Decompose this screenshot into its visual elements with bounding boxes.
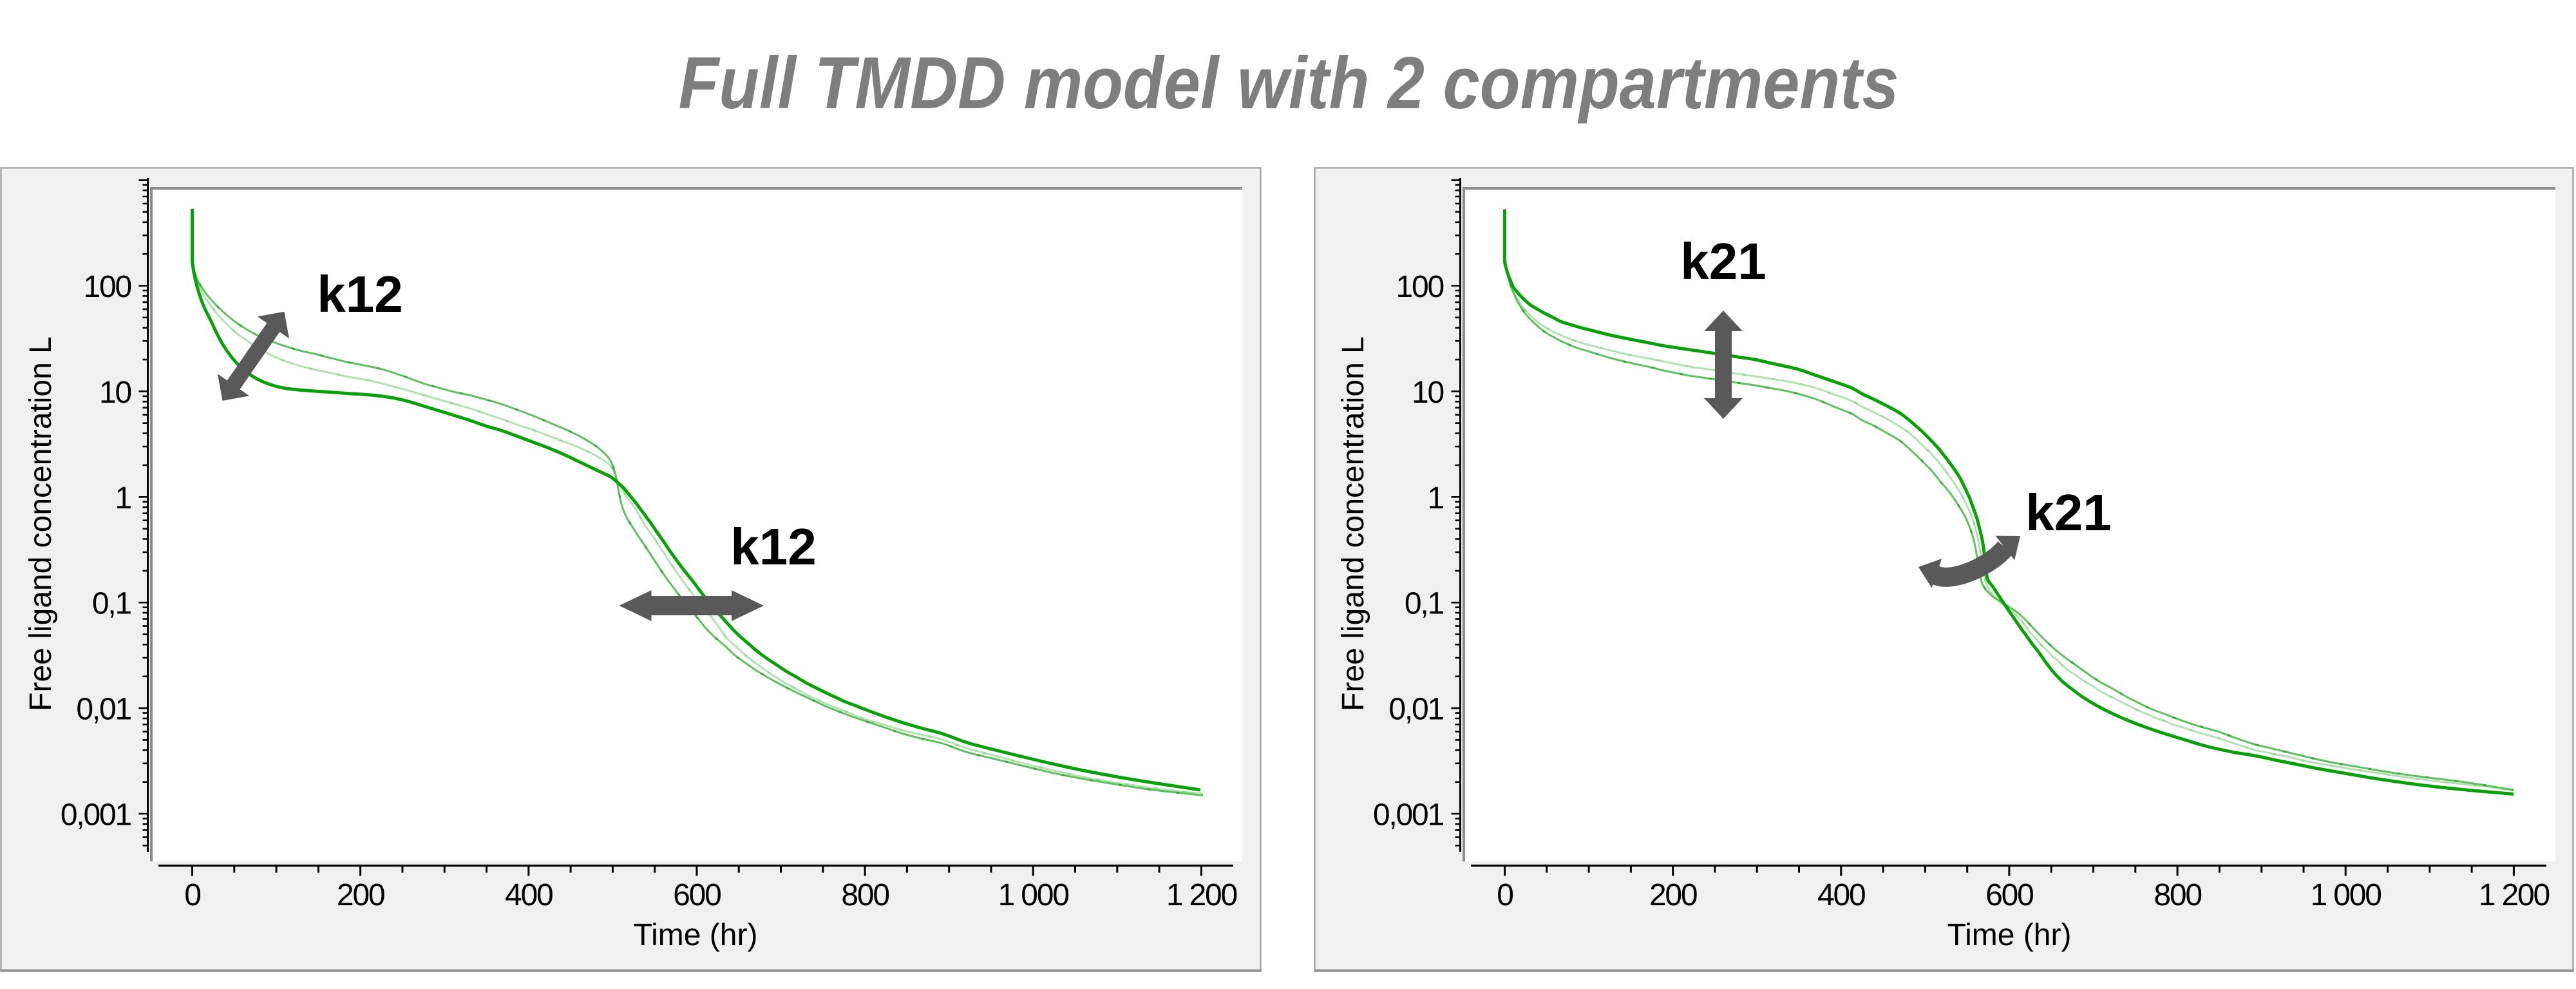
svg-text:0,001: 0,001 xyxy=(61,798,131,832)
svg-text:400: 400 xyxy=(505,878,553,912)
svg-text:100: 100 xyxy=(84,270,131,304)
svg-text:1: 1 xyxy=(115,481,131,515)
svg-text:600: 600 xyxy=(673,878,721,912)
svg-text:Free ligand concentration L: Free ligand concentration L xyxy=(1336,336,1370,711)
svg-text:k21: k21 xyxy=(1680,233,1766,290)
svg-text:0: 0 xyxy=(184,878,200,912)
svg-text:1 200: 1 200 xyxy=(1166,878,1237,912)
svg-text:0,01: 0,01 xyxy=(76,693,131,727)
svg-text:800: 800 xyxy=(2154,878,2201,912)
svg-text:0,1: 0,1 xyxy=(1405,587,1444,621)
svg-text:400: 400 xyxy=(1817,878,1865,912)
svg-text:Full TMDD model with 2 compart: Full TMDD model with 2 compartments xyxy=(679,43,1899,124)
svg-text:600: 600 xyxy=(1985,878,2033,912)
svg-text:0: 0 xyxy=(1497,878,1513,912)
svg-text:100: 100 xyxy=(1396,270,1444,304)
svg-text:0,01: 0,01 xyxy=(1388,693,1443,727)
svg-text:Time (hr): Time (hr) xyxy=(1947,918,2072,952)
svg-text:200: 200 xyxy=(337,878,384,912)
svg-text:k12: k12 xyxy=(730,518,816,575)
svg-text:1 000: 1 000 xyxy=(998,878,1069,912)
svg-text:1 200: 1 200 xyxy=(2479,878,2550,912)
svg-text:k21: k21 xyxy=(2025,484,2111,541)
svg-text:Free ligand concentration L: Free ligand concentration L xyxy=(24,336,58,711)
svg-text:10: 10 xyxy=(99,376,131,410)
svg-text:800: 800 xyxy=(841,878,889,912)
svg-text:k12: k12 xyxy=(317,265,402,323)
svg-text:0,1: 0,1 xyxy=(92,587,131,621)
svg-text:0,001: 0,001 xyxy=(1373,798,1444,832)
svg-text:1: 1 xyxy=(1428,481,1444,515)
svg-text:1 000: 1 000 xyxy=(2311,878,2382,912)
svg-text:200: 200 xyxy=(1649,878,1697,912)
svg-text:Time (hr): Time (hr) xyxy=(634,918,758,952)
svg-text:10: 10 xyxy=(1412,376,1443,410)
